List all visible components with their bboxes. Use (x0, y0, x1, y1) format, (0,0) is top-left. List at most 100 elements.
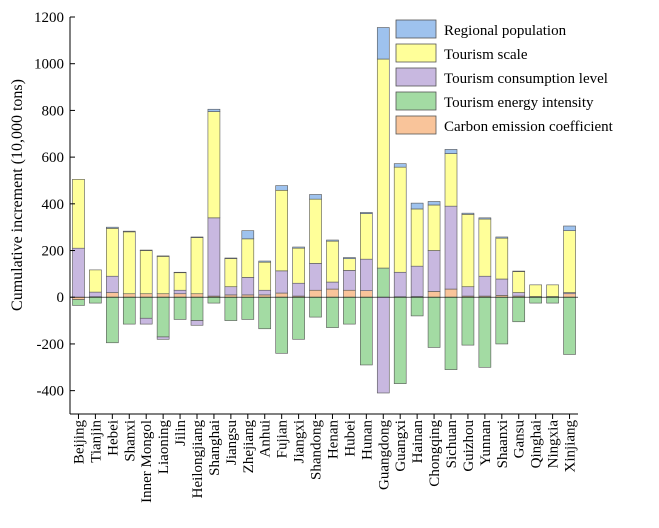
x-category-label: Guangxi (393, 420, 409, 472)
bar-segment (106, 275, 119, 293)
legend-swatch (395, 43, 437, 63)
x-category-label: Jiangxi (292, 420, 308, 463)
bar-segment (427, 201, 441, 206)
bar-segment (72, 247, 85, 298)
bar-segment (376, 27, 390, 60)
legend-swatch (395, 115, 437, 135)
bar-segment (173, 272, 187, 291)
bar-segment (393, 166, 407, 273)
x-category-label: Tianjin (88, 420, 104, 463)
legend-label: Carbon emission coefficient (444, 119, 614, 135)
bar-segment (275, 292, 288, 298)
bar-segment (139, 250, 153, 295)
y-tick-label: 1200 (34, 10, 64, 26)
bar-segment (241, 294, 255, 298)
bar-segment (478, 275, 492, 297)
bar-segment (495, 237, 509, 280)
bar-segment (360, 212, 373, 214)
x-category-label: Chongqing (427, 420, 443, 487)
bar-segment (410, 296, 424, 317)
x-category-label: Qinghai (529, 420, 545, 468)
bar-segment (292, 247, 305, 284)
bar-segment (512, 296, 526, 323)
bar-segment (309, 263, 322, 291)
x-category-label: Zhejiang (241, 420, 257, 474)
bar-segment (461, 212, 475, 215)
bar-segment (393, 296, 407, 384)
bar-segment (360, 258, 373, 292)
bar-segment (156, 255, 170, 257)
bar-segment (241, 238, 255, 278)
bar-segment (410, 202, 424, 210)
x-category-label: Shanxi (122, 420, 138, 462)
x-category-label: Xinjiang (563, 420, 579, 473)
bar-segment (156, 256, 170, 295)
bar-segment (275, 189, 288, 272)
bar-segment (444, 153, 458, 207)
bar-segment (495, 236, 509, 239)
x-category-label: Ningxia (546, 420, 562, 469)
bar-segment (376, 296, 390, 394)
bar-segment (241, 277, 255, 296)
bar-segment (224, 286, 238, 296)
bar-segment (427, 296, 441, 348)
axes-layer (69, 17, 578, 415)
bar-segment (207, 111, 221, 219)
bar-segment (275, 185, 288, 191)
bar-segment (546, 284, 559, 297)
bar-segment (224, 296, 238, 321)
bar-segment (106, 292, 119, 298)
bar-segment (89, 296, 102, 304)
x-category-label: Gansu (512, 420, 528, 459)
x-category-label: Heilongjiang (190, 420, 206, 499)
x-category-label: Henan (325, 420, 341, 460)
bar-segment (563, 293, 576, 298)
bar-segment (309, 194, 322, 200)
bar-segment (376, 58, 390, 269)
legend-swatch (395, 67, 437, 87)
bar-segment (563, 230, 576, 293)
bar-segment (258, 296, 272, 330)
bar-segment (241, 296, 255, 320)
y-tick-label: 600 (42, 150, 65, 166)
bar-segment (427, 250, 441, 292)
y-tick-label: -200 (37, 337, 65, 353)
x-category-label: Anhui (258, 420, 274, 458)
y-axis-title: Cumulative increment (10,000 tons) (9, 79, 26, 311)
bar-segment (461, 296, 475, 346)
bar-segment (106, 228, 119, 277)
bar-segment (190, 320, 204, 326)
bar-segment (139, 293, 153, 298)
x-category-label: Yunnan (478, 420, 494, 466)
bar-segment (275, 270, 288, 294)
bar-segment (461, 214, 475, 288)
y-tick-label: 200 (42, 244, 65, 260)
bar-segment (343, 270, 356, 291)
bar-segment (224, 258, 238, 288)
bar-segment (343, 258, 356, 271)
legend-label: Regional population (444, 23, 567, 39)
bar-segment (173, 293, 187, 298)
bar-segment (309, 296, 322, 318)
bar-segment (444, 149, 458, 154)
bar-segment (529, 296, 542, 304)
bar-segment (122, 293, 136, 298)
bar-segment (224, 257, 238, 259)
bar-segment (393, 163, 407, 168)
bar-segment (258, 294, 272, 298)
x-category-label: Jiangsu (224, 420, 240, 466)
x-category-label: Hebei (105, 420, 121, 456)
y-tick-label: -400 (37, 384, 65, 400)
bar-segment (139, 296, 153, 319)
bar-segment (258, 260, 272, 263)
x-category-label: Beijing (71, 420, 87, 465)
y-tick-label: 1000 (34, 57, 64, 73)
bar-segment (512, 270, 526, 272)
bar-segment (173, 296, 187, 320)
x-category-label: Guizhou (461, 420, 477, 472)
bar-segment (156, 296, 170, 338)
bar-segment (343, 289, 356, 298)
bar-segment (393, 271, 407, 298)
bar-segment (563, 296, 576, 355)
bar-segment (512, 292, 526, 297)
